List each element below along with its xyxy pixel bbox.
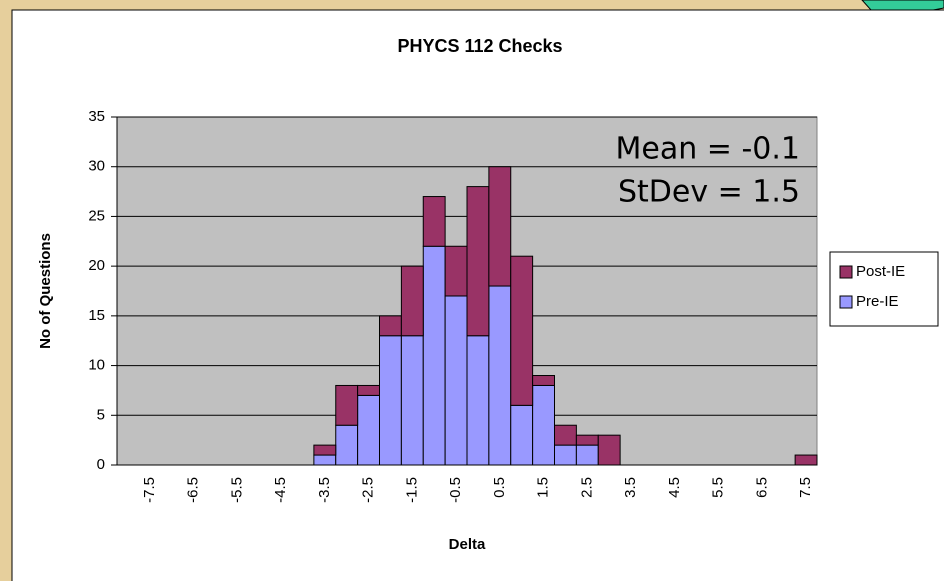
legend-label: Post-IE	[856, 263, 905, 280]
bar	[313, 444, 337, 456]
x-tick-label: 7.5	[797, 477, 814, 498]
y-tick-label: 15	[88, 307, 105, 324]
bar	[422, 245, 446, 466]
legend-swatch	[839, 265, 853, 279]
bar	[575, 444, 599, 466]
bar	[597, 434, 621, 466]
bar	[488, 285, 512, 466]
annotation: Mean = -0.1	[616, 132, 800, 167]
bar	[510, 404, 534, 466]
bar	[510, 255, 534, 406]
x-tick-label: -1.5	[403, 477, 420, 503]
bar	[422, 196, 446, 247]
x-tick-label: -2.5	[360, 477, 377, 503]
bar	[357, 394, 380, 466]
y-axis-label: No of Questions	[37, 233, 54, 349]
legend-box	[829, 251, 939, 327]
y-tick-label: 35	[88, 108, 105, 125]
x-tick-label: -4.5	[272, 477, 289, 503]
x-tick-label: -0.5	[447, 477, 464, 503]
x-tick-label: 2.5	[578, 477, 595, 498]
y-tick-label: 20	[88, 257, 105, 274]
x-tick-label: 0.5	[491, 477, 508, 498]
bar	[554, 424, 577, 446]
bar	[357, 384, 380, 396]
x-tick-label: 3.5	[622, 477, 639, 498]
bar	[532, 384, 555, 466]
y-tick-label: 0	[97, 456, 105, 473]
bar	[400, 335, 424, 466]
bar	[532, 375, 555, 386]
annotation: StDev = 1.5	[618, 175, 800, 210]
x-tick-label: 5.5	[710, 477, 727, 498]
bar	[400, 265, 424, 337]
x-tick-label: -5.5	[228, 477, 245, 503]
bar	[554, 444, 577, 466]
x-tick-label: -7.5	[141, 477, 158, 503]
bar	[466, 335, 490, 466]
x-tick-label: 1.5	[535, 477, 552, 498]
bar	[313, 454, 337, 466]
bar	[379, 335, 402, 466]
y-tick-label: 5	[97, 406, 105, 423]
bar	[335, 424, 359, 466]
chart-title: PHYCS 112 Checks	[397, 36, 562, 56]
legend-swatch	[839, 295, 853, 309]
bar	[335, 384, 359, 426]
bar	[444, 295, 468, 466]
legend-label: Pre-IE	[856, 293, 899, 310]
x-tick-label: -6.5	[185, 477, 202, 503]
x-tick-label: 6.5	[753, 477, 770, 498]
bar	[444, 245, 468, 297]
x-tick-label: -3.5	[316, 477, 333, 503]
x-tick-label: 4.5	[666, 477, 683, 498]
bar	[379, 315, 402, 337]
bar	[488, 166, 512, 287]
bar	[575, 434, 599, 446]
bar	[466, 186, 490, 337]
y-tick-label: 25	[88, 207, 105, 224]
y-tick-label: 30	[88, 158, 105, 175]
bar	[794, 454, 818, 466]
x-axis-label: Delta	[449, 536, 486, 553]
y-tick-label: 10	[88, 357, 105, 374]
